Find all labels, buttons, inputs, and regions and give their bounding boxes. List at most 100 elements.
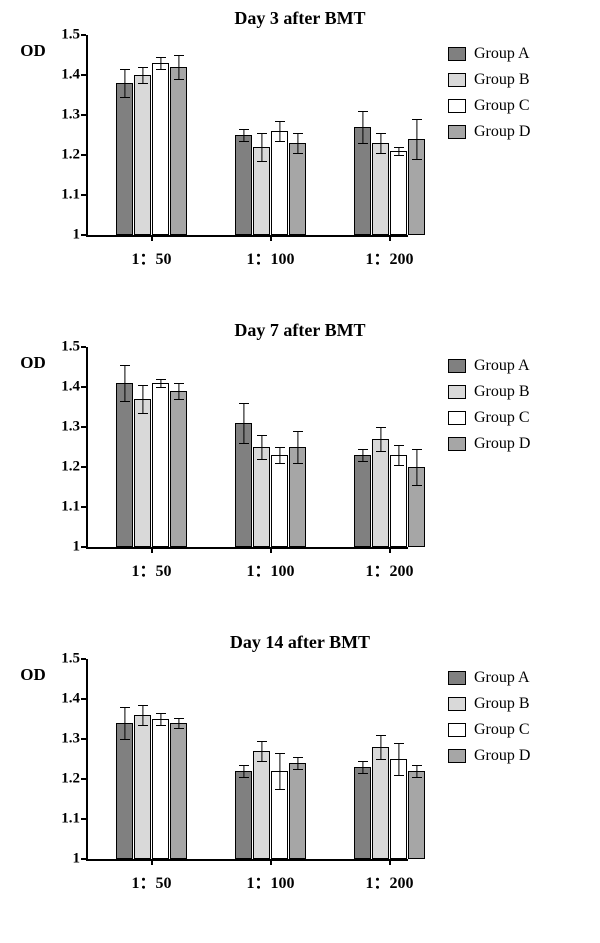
legend-swatch: [448, 437, 466, 451]
error-bar: [380, 427, 381, 451]
error-cap-bottom: [156, 387, 166, 388]
y-tick-label: 1.1: [61, 811, 80, 828]
y-tick-label: 1.4: [61, 379, 80, 396]
y-axis: 11.11.21.31.41.5: [46, 347, 86, 547]
bar-B: [134, 399, 151, 547]
error-bar: [362, 449, 363, 461]
error-cap-top: [412, 765, 422, 766]
x-tick-mark: [270, 859, 272, 865]
error-cap-top: [394, 743, 404, 744]
y-tick-label: 1.1: [61, 499, 80, 516]
chart-panel-day3: Day 3 after BMTOD11.11.21.31.41.51：501：1…: [20, 8, 580, 237]
error-bar: [279, 447, 280, 463]
bar-A: [235, 135, 252, 235]
y-tick-label: 1.2: [61, 771, 80, 788]
legend-item-C: Group C: [448, 409, 530, 427]
y-tick-label: 1: [73, 227, 81, 244]
plot-area: 1：501：1001：200: [86, 347, 408, 549]
error-bar: [398, 445, 399, 465]
legend-item-D: Group D: [448, 435, 530, 453]
legend-item-A: Group A: [448, 357, 530, 375]
error-bar: [380, 133, 381, 153]
bar-B: [134, 715, 151, 859]
error-bar: [362, 761, 363, 773]
error-bar: [261, 435, 262, 459]
bar-A: [235, 771, 252, 859]
error-cap-top: [239, 129, 249, 130]
error-cap-top: [376, 427, 386, 428]
error-cap-top: [293, 431, 303, 432]
y-tick-label: 1.4: [61, 691, 80, 708]
error-bar: [142, 705, 143, 725]
bar-D: [289, 143, 306, 235]
legend-item-B: Group B: [448, 695, 530, 713]
error-bar: [142, 385, 143, 413]
legend-label: Group D: [474, 747, 530, 765]
chart-row: OD11.11.21.31.41.51：501：1001：200Group AG…: [20, 659, 580, 861]
legend-swatch: [448, 359, 466, 373]
error-cap-bottom: [257, 161, 267, 162]
error-bar: [160, 713, 161, 725]
bar-C: [271, 131, 288, 235]
error-cap-top: [138, 385, 148, 386]
chart-row: OD11.11.21.31.41.51：501：1001：200Group AG…: [20, 35, 580, 237]
error-cap-bottom: [239, 141, 249, 142]
y-tick-label: 1.3: [61, 107, 80, 124]
x-tick-label: 1：50: [131, 245, 171, 269]
error-bar: [124, 707, 125, 739]
error-cap-top: [257, 435, 267, 436]
bar-C: [152, 383, 169, 547]
error-bar: [142, 67, 143, 83]
y-tick-label: 1: [73, 539, 81, 556]
x-tick-label: 1：200: [365, 245, 413, 269]
error-cap-top: [156, 379, 166, 380]
legend-swatch: [448, 411, 466, 425]
x-tick-mark: [389, 235, 391, 241]
bar-C: [152, 719, 169, 859]
error-cap-top: [120, 707, 130, 708]
chart-panel-day14: Day 14 after BMTOD11.11.21.31.41.51：501：…: [20, 632, 580, 861]
error-cap-bottom: [358, 143, 368, 144]
error-cap-bottom: [275, 463, 285, 464]
error-cap-bottom: [412, 159, 422, 160]
error-bar: [416, 765, 417, 777]
error-bar: [243, 129, 244, 141]
error-cap-top: [275, 753, 285, 754]
y-axis: 11.11.21.31.41.5: [46, 659, 86, 859]
error-cap-bottom: [239, 777, 249, 778]
legend-label: Group C: [474, 409, 530, 427]
legend-swatch: [448, 671, 466, 685]
error-cap-bottom: [293, 153, 303, 154]
y-tick-label: 1.2: [61, 459, 80, 476]
error-cap-bottom: [257, 459, 267, 460]
error-cap-bottom: [394, 155, 404, 156]
legend-label: Group A: [474, 45, 530, 63]
bar-A: [354, 455, 371, 547]
x-tick-label: 1：100: [246, 245, 294, 269]
bar-B: [372, 747, 389, 859]
x-tick-mark: [151, 235, 153, 241]
x-tick-label: 1：50: [131, 557, 171, 581]
x-tick-label: 1：50: [131, 869, 171, 893]
error-cap-bottom: [376, 759, 386, 760]
y-tick-label: 1.1: [61, 187, 80, 204]
error-bar: [398, 743, 399, 775]
error-cap-top: [174, 718, 184, 719]
y-tick-label: 1.5: [61, 339, 80, 356]
error-cap-bottom: [376, 153, 386, 154]
legend-swatch: [448, 125, 466, 139]
error-cap-bottom: [120, 739, 130, 740]
legend-label: Group C: [474, 97, 530, 115]
chart-row: OD11.11.21.31.41.51：501：1001：200Group AG…: [20, 347, 580, 549]
error-cap-bottom: [412, 485, 422, 486]
error-cap-top: [394, 147, 404, 148]
error-cap-top: [120, 69, 130, 70]
error-bar: [416, 449, 417, 485]
error-cap-top: [293, 757, 303, 758]
plot-area: 1：501：1001：200: [86, 35, 408, 237]
error-cap-bottom: [138, 725, 148, 726]
error-cap-bottom: [120, 401, 130, 402]
error-cap-bottom: [174, 399, 184, 400]
error-cap-top: [376, 735, 386, 736]
y-axis-label: OD: [20, 659, 46, 685]
